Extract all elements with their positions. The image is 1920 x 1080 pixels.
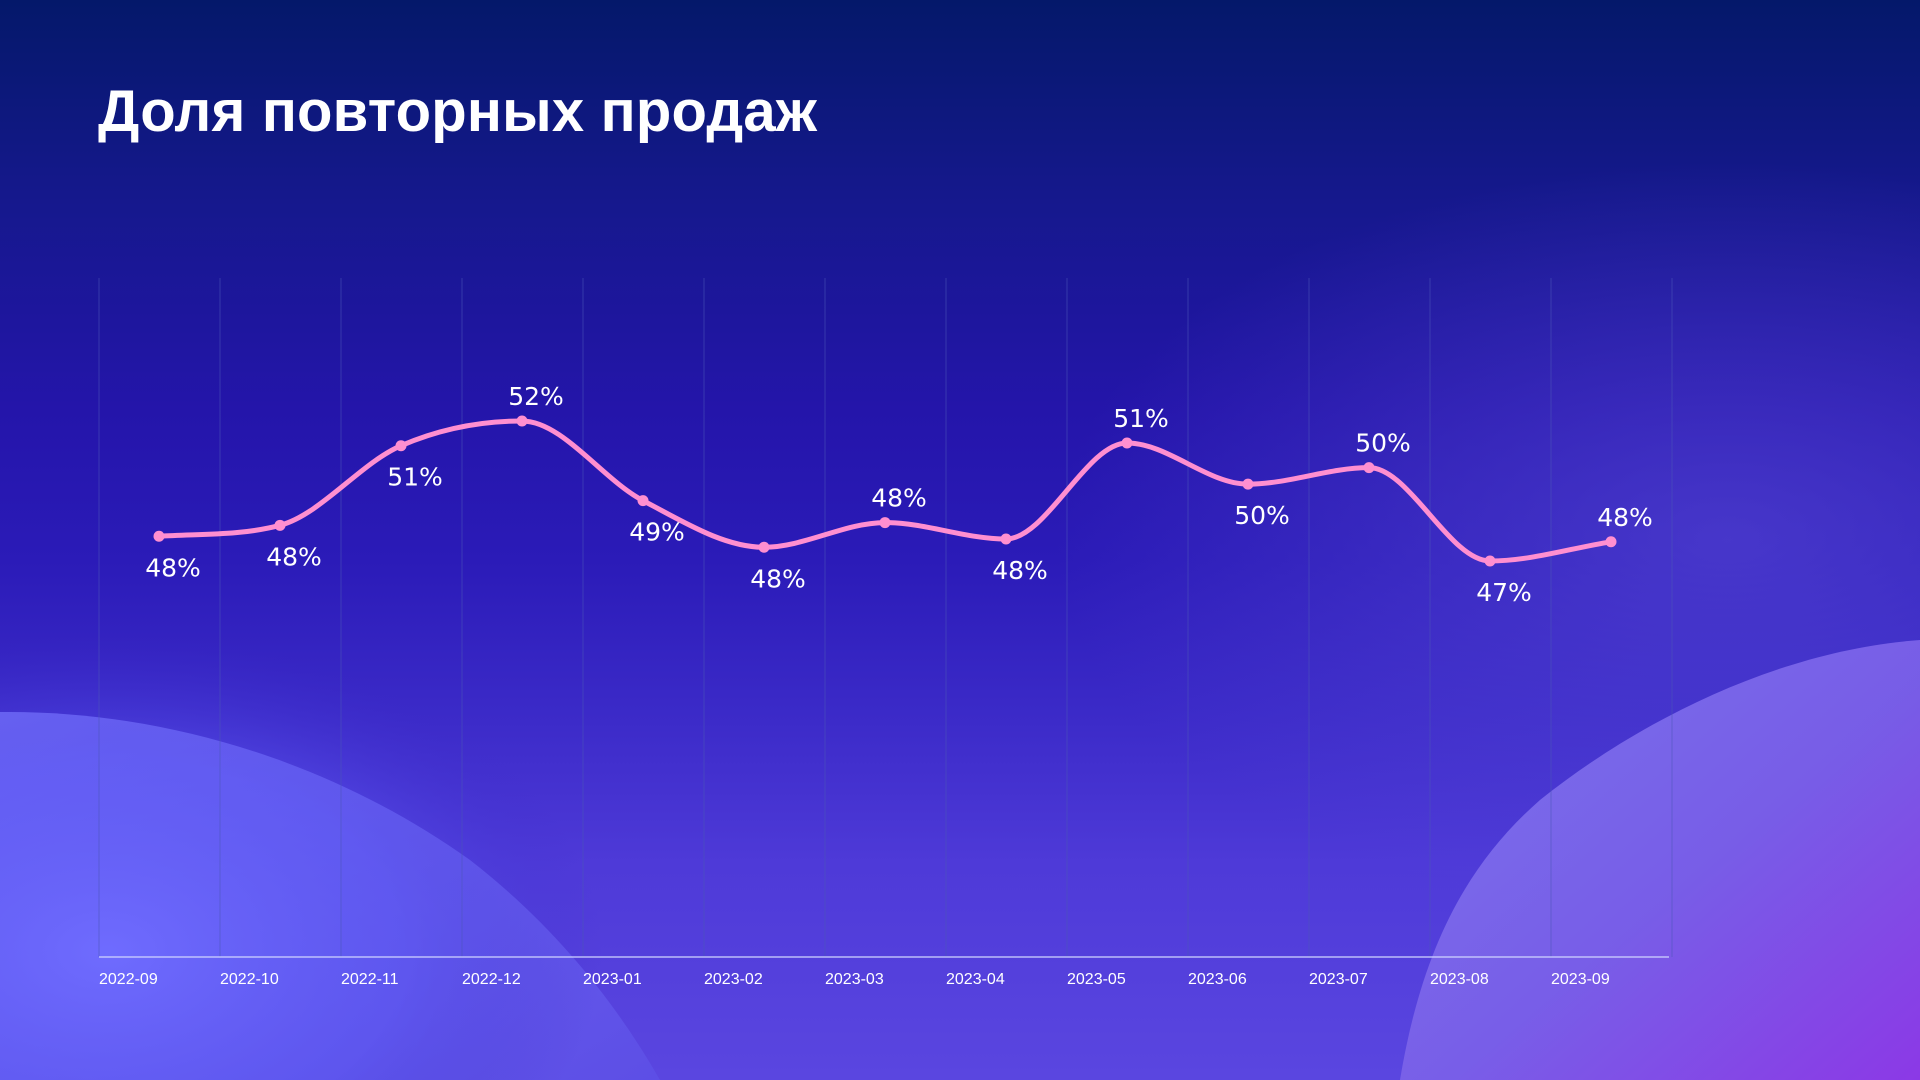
x-tick-label: 2023-09 [1551,971,1610,988]
data-label: 48% [1597,503,1653,532]
x-tick-label: 2022-09 [99,971,158,988]
data-point [153,530,165,542]
data-labels: 48% 48% 51% 52% 49% 48% 48% 48% 51% 50% 50% 47% 48% [145,382,1653,607]
data-label: 51% [387,463,443,492]
data-label: 49% [629,518,685,547]
x-tick-labels: 2022-09 2022-10 2022-11 2022-12 2023-01 2023-… [99,971,1610,988]
data-points [153,415,1617,567]
x-tick-label: 2023-05 [1067,971,1126,988]
data-point [1363,462,1375,474]
x-tick-label: 2023-01 [583,971,642,988]
x-tick-label: 2022-10 [220,971,279,988]
x-tick-label: 2023-08 [1430,971,1489,988]
page-title: Доля повторных продаж [98,79,818,144]
data-label: 48% [145,553,201,582]
data-point [395,440,407,452]
data-label: 48% [266,542,322,571]
data-point [1605,536,1617,548]
data-label: 48% [750,564,806,593]
data-label: 50% [1355,429,1411,458]
x-tick-label: 2022-11 [341,971,399,988]
data-label: 50% [1234,501,1290,530]
data-label: 51% [1113,404,1169,433]
data-point [637,495,649,507]
data-point [1121,437,1133,449]
data-label: 48% [992,556,1048,585]
data-point [879,517,891,529]
x-tick-label: 2023-07 [1309,971,1368,988]
x-tick-label: 2023-02 [704,971,763,988]
data-label: 52% [508,382,564,411]
data-label: 48% [871,484,927,513]
x-tick-label: 2023-06 [1188,971,1247,988]
data-point [1000,533,1012,545]
data-point [1484,555,1496,567]
data-point [274,519,286,531]
grid-lines [98,278,1673,957]
data-point [516,415,528,427]
x-tick-label: 2023-03 [825,971,884,988]
x-tick-label: 2022-12 [462,971,521,988]
data-point [1242,478,1254,490]
data-point [758,541,770,553]
x-tick-label: 2023-04 [946,971,1005,988]
data-label: 47% [1476,578,1532,607]
